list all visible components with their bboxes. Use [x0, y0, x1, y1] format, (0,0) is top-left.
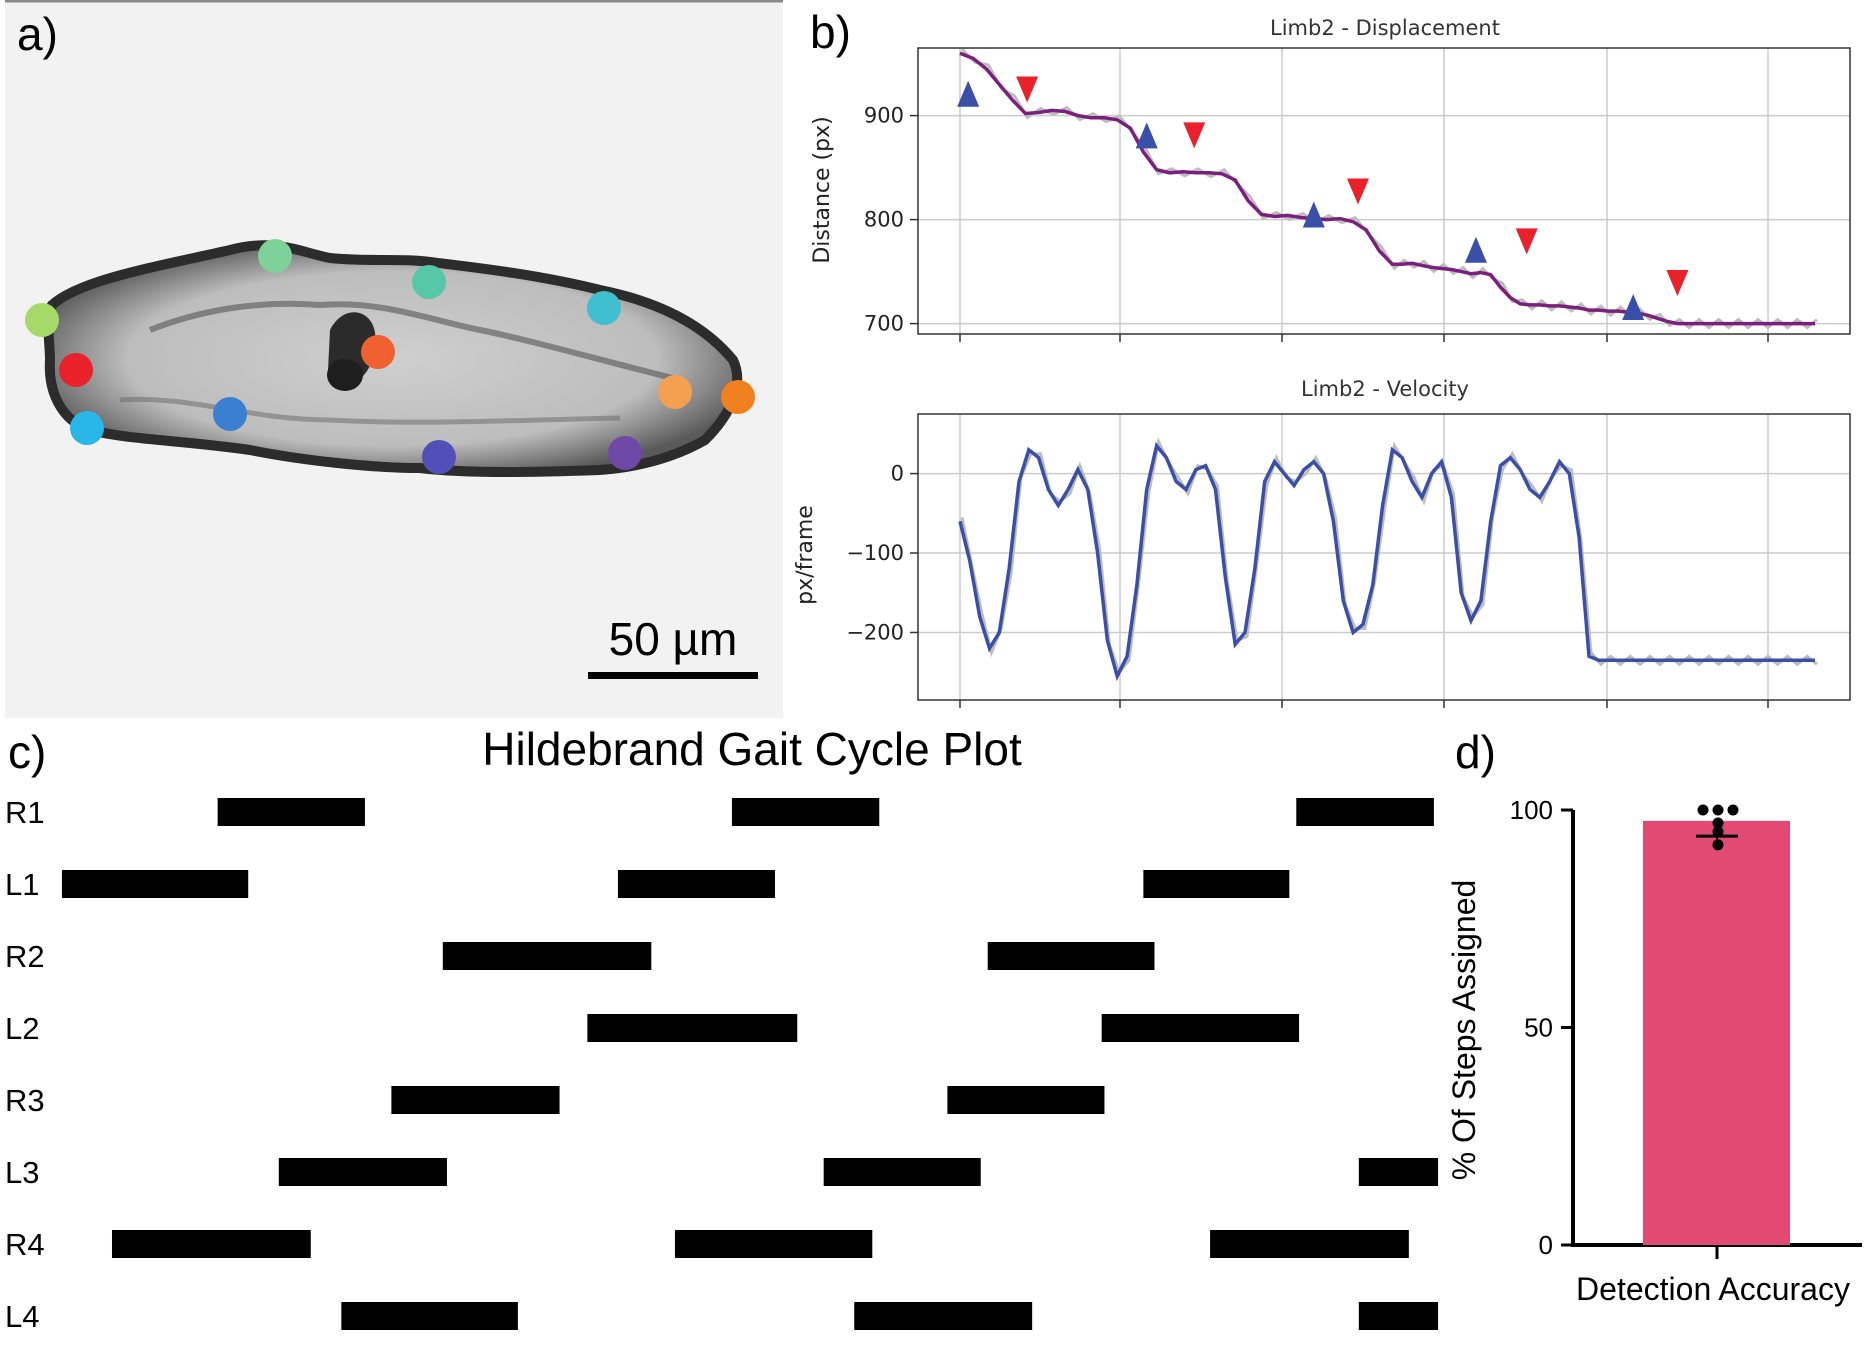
displacement-frame: [917, 47, 1851, 335]
stance-onset-marker: [1622, 294, 1645, 320]
gait-stance-bar: [61, 870, 249, 898]
displacement-chart: Limb2 - Displacement 700 800 900 Distance …: [810, 16, 1851, 342]
gait-stance-bar: [587, 1014, 798, 1042]
panel-label-a: a): [17, 8, 58, 60]
gait-stance-bar: [217, 798, 365, 826]
gait-stance-bar: [987, 942, 1155, 970]
keypoint-marker: [412, 265, 446, 299]
displacement-raw-line: [960, 48, 1818, 330]
gait-limb-label: L3: [5, 1155, 39, 1190]
y-tick-label: 0: [891, 462, 904, 486]
keypoint-marker: [213, 397, 247, 431]
y-tick-label: 900: [864, 104, 904, 128]
accuracy-data-point: [1712, 826, 1724, 838]
displacement-series-line: [959, 51, 1815, 326]
keypoint-marker: [608, 436, 642, 470]
gait-limb-label: R1: [5, 795, 45, 830]
y-tick-label: −100: [846, 541, 904, 565]
gait-stance-bar: [278, 1158, 447, 1186]
gait-stance-bar: [442, 942, 652, 970]
stance-onset-marker: [1464, 236, 1487, 263]
accuracy-ylabel: % Of Steps Assigned: [1446, 880, 1482, 1181]
swing-onset-marker: [1515, 228, 1538, 255]
gait-stance-bar: [1143, 870, 1290, 898]
gait-stance-bar: [1296, 798, 1434, 826]
keypoint-marker: [70, 411, 104, 445]
swing-onset-marker: [1016, 76, 1039, 103]
keypoint-marker: [258, 239, 292, 273]
keypoint-markers: [25, 239, 755, 474]
keypoint-marker: [587, 291, 621, 325]
stance-onset-marker: [1135, 122, 1158, 149]
velocity-chart: Limb2 - Velocity −200 −100 0 px/frame: [793, 377, 1851, 708]
displacement-ylabel: Distance (px): [810, 116, 835, 263]
velocity-frame: [917, 413, 1851, 701]
gait-chart: Hildebrand Gait Cycle Plot R1 L1 R2 L2 R3 L3 R…: [5, 723, 1439, 1334]
keypoint-marker: [361, 335, 395, 369]
gait-stance-bar: [1358, 1302, 1439, 1330]
keypoint-marker: [59, 353, 93, 387]
panel-label-c: c): [8, 726, 46, 778]
swing-onset-marker: [1666, 270, 1689, 296]
gait-limb-label: R2: [5, 939, 45, 974]
keypoint-marker: [721, 380, 755, 414]
y-tick-label: 100: [1510, 795, 1553, 825]
stance-onset-marker: [957, 80, 980, 107]
stance-onset-marker: [1302, 201, 1325, 228]
keypoint-marker: [25, 303, 59, 337]
gait-limb-label: L2: [5, 1011, 39, 1046]
gait-stance-bar: [1101, 1014, 1300, 1042]
accuracy-data-point: [1712, 839, 1724, 851]
gait-stance-bar: [111, 1230, 311, 1258]
swing-onset-marker: [1183, 122, 1206, 149]
accuracy-data-point: [1712, 804, 1724, 816]
swing-onset-marker: [1347, 178, 1370, 205]
gait-stance-bar: [391, 1086, 560, 1114]
gait-limb-label: L1: [5, 867, 39, 902]
velocity-ylabel: px/frame: [793, 505, 818, 605]
accuracy-data-point: [1727, 804, 1739, 816]
gait-limb-label: L4: [5, 1299, 39, 1334]
gait-limb-label: R4: [5, 1227, 45, 1262]
gait-stance-bar: [1358, 1158, 1439, 1186]
displacement-title: Limb2 - Displacement: [1270, 16, 1500, 40]
keypoint-marker: [422, 440, 456, 474]
gait-stance-bar: [823, 1158, 981, 1186]
accuracy-category-label: Detection Accuracy: [1576, 1271, 1850, 1307]
y-tick-label: 700: [864, 312, 904, 336]
y-tick-label: 0: [1539, 1230, 1553, 1260]
gait-stance-bar: [674, 1230, 873, 1258]
accuracy-bar: [1643, 820, 1790, 1245]
gait-stance-bar: [1210, 1230, 1409, 1258]
gait-stance-bar: [617, 870, 776, 898]
gait-limb-label: R3: [5, 1083, 45, 1118]
gait-stance-bar: [947, 1086, 1105, 1114]
y-tick-label: 50: [1524, 1013, 1553, 1043]
y-tick-label: −200: [846, 620, 904, 644]
velocity-raw-line: [960, 437, 1818, 676]
accuracy-chart: 0 50 100 % Of Steps Assigned Detection Acc…: [1446, 795, 1862, 1307]
velocity-title: Limb2 - Velocity: [1301, 377, 1469, 401]
y-tick-label: 800: [864, 208, 904, 232]
scale-bar: [588, 672, 758, 679]
gait-stance-bar: [731, 798, 880, 826]
gait-stance-bar: [854, 1302, 1033, 1330]
accuracy-data-point: [1712, 817, 1724, 829]
scale-bar-label: 50 µm: [609, 613, 738, 665]
accuracy-data-point: [1697, 804, 1709, 816]
gait-title: Hildebrand Gait Cycle Plot: [482, 723, 1022, 775]
panel-label-b: b): [810, 6, 851, 58]
keypoint-marker: [658, 375, 692, 409]
micrograph-panel: 50 µm: [5, 0, 783, 718]
panel-label-d: d): [1455, 726, 1496, 778]
gait-stance-bar: [341, 1302, 518, 1330]
velocity-series-line: [958, 441, 1815, 682]
